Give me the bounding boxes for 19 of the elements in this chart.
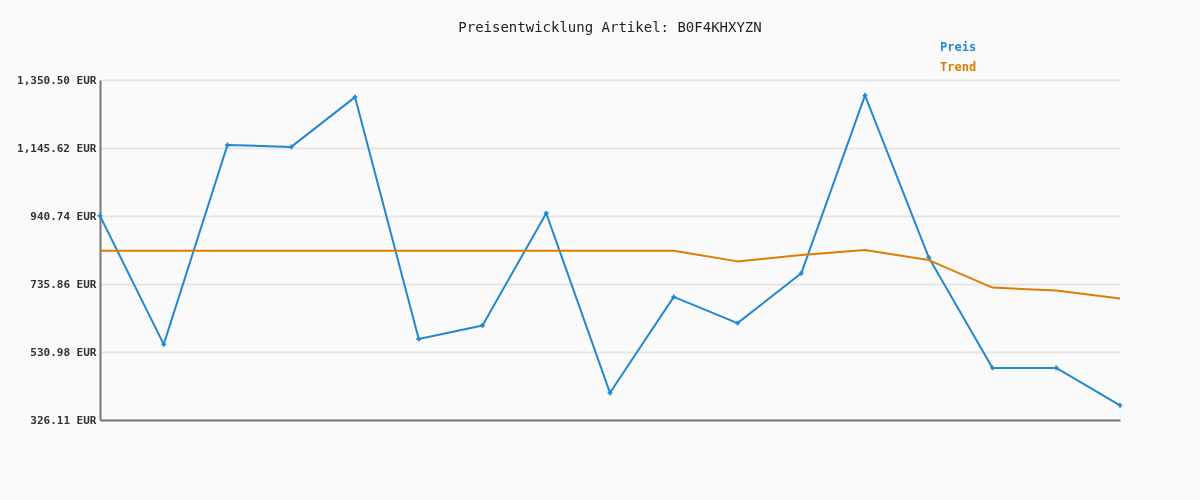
y-tick-label: 530.98 EUR [30, 345, 97, 359]
point [161, 342, 167, 347]
point [288, 144, 294, 150]
point [1117, 403, 1123, 408]
point [671, 294, 677, 300]
text: Preis [940, 40, 977, 54]
point [607, 390, 613, 396]
point [798, 270, 804, 276]
y-tick-label: 326.11 EUR [30, 413, 97, 427]
point [416, 336, 422, 342]
y-tick-label: 1,145.62 EUR [17, 141, 97, 155]
y-tick-label: 735.86 EUR [30, 277, 97, 291]
line-series [99, 249, 1121, 300]
y-tick-label: 1,350.50 EUR [17, 73, 97, 87]
text: Trend [940, 60, 977, 74]
chart-title: Preisentwicklung Artikel: B0F4KHXYZN [458, 19, 762, 35]
point [543, 210, 549, 216]
y-tick-label: 940.74 EUR [30, 209, 97, 223]
point [862, 93, 868, 98]
